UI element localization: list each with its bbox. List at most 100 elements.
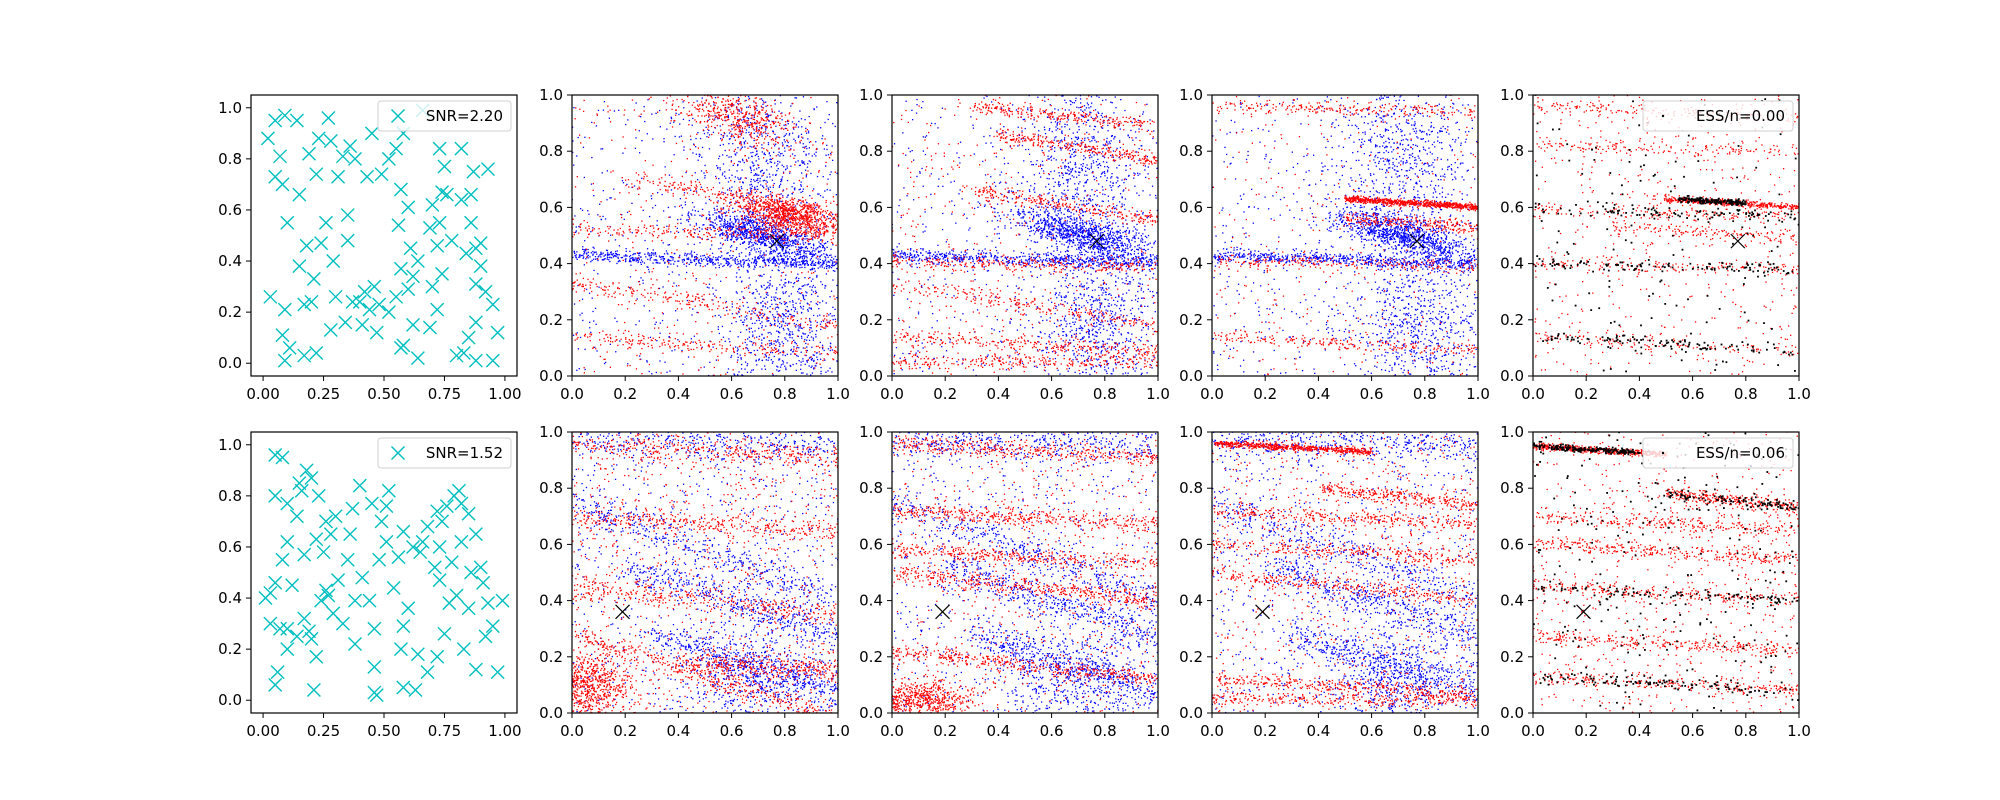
particle xyxy=(722,212,725,214)
particle xyxy=(615,335,617,338)
particle xyxy=(721,219,723,221)
particle xyxy=(814,286,816,288)
particle xyxy=(795,277,797,280)
particle xyxy=(823,234,825,236)
particle xyxy=(773,224,775,226)
particle xyxy=(765,356,767,358)
particle xyxy=(641,339,643,341)
particle xyxy=(606,333,608,336)
particle xyxy=(786,120,789,123)
particle xyxy=(778,230,780,232)
particle xyxy=(741,192,743,194)
particle xyxy=(758,359,760,361)
particle xyxy=(737,96,740,99)
particle xyxy=(769,305,771,308)
particle xyxy=(639,180,641,183)
particle xyxy=(770,231,773,233)
particle xyxy=(702,298,704,300)
particle xyxy=(635,231,637,234)
particle xyxy=(757,238,760,240)
particle xyxy=(754,312,756,315)
particle xyxy=(818,206,820,208)
particle xyxy=(717,328,719,330)
particle xyxy=(770,276,772,278)
particle xyxy=(746,117,748,119)
particle xyxy=(797,224,799,226)
particle xyxy=(832,213,834,215)
particle xyxy=(757,177,759,180)
particle xyxy=(647,180,649,182)
particle xyxy=(758,219,760,221)
particle xyxy=(587,251,590,253)
particle xyxy=(802,296,805,298)
particle xyxy=(767,307,769,309)
particle xyxy=(798,199,801,201)
particle xyxy=(775,125,777,127)
particle xyxy=(733,231,735,233)
particle xyxy=(769,250,772,253)
particle xyxy=(829,345,831,347)
particle xyxy=(730,233,732,235)
particle xyxy=(804,235,806,237)
particle xyxy=(737,347,739,349)
particle xyxy=(738,307,740,309)
particle xyxy=(825,326,827,328)
particle xyxy=(787,242,789,244)
particle xyxy=(751,155,753,157)
particle xyxy=(579,336,582,339)
particle xyxy=(821,222,823,225)
particle xyxy=(668,174,671,176)
particle xyxy=(829,367,831,369)
particle xyxy=(824,190,826,192)
particle xyxy=(766,176,768,178)
particle xyxy=(767,203,769,205)
particle xyxy=(578,284,580,286)
particle xyxy=(579,224,581,226)
particle xyxy=(802,196,804,199)
particle xyxy=(774,208,776,210)
particle xyxy=(777,262,779,265)
particle xyxy=(667,189,669,191)
particle xyxy=(754,260,756,262)
particle xyxy=(689,224,691,226)
particle xyxy=(822,264,824,266)
particle xyxy=(784,309,787,311)
particle xyxy=(797,329,799,331)
particle xyxy=(768,235,770,238)
particle xyxy=(730,225,732,227)
particle xyxy=(778,241,781,244)
particle xyxy=(772,130,774,133)
particle xyxy=(629,254,632,257)
particle xyxy=(816,362,818,364)
particle xyxy=(729,202,731,204)
particle xyxy=(684,204,687,206)
particle xyxy=(679,198,681,200)
particle xyxy=(631,232,633,234)
particle xyxy=(779,255,781,257)
particle xyxy=(757,231,759,234)
particle xyxy=(629,258,631,260)
particle xyxy=(754,243,757,245)
particle xyxy=(732,222,734,225)
particle xyxy=(625,254,627,256)
particle xyxy=(834,231,837,234)
particle xyxy=(779,284,781,286)
particle xyxy=(638,230,640,232)
particle xyxy=(767,205,769,208)
particle xyxy=(630,286,632,288)
particle xyxy=(771,240,773,242)
particle xyxy=(808,225,811,227)
particle xyxy=(776,170,778,172)
particle xyxy=(746,344,748,346)
particle xyxy=(791,342,793,344)
particle xyxy=(790,218,793,220)
particle xyxy=(806,247,809,250)
particle xyxy=(639,342,642,344)
particle xyxy=(792,351,794,353)
particle xyxy=(811,155,813,157)
particle xyxy=(575,273,577,275)
particle xyxy=(765,264,767,266)
particle xyxy=(786,188,788,190)
particle xyxy=(774,316,776,318)
particle xyxy=(581,285,583,287)
